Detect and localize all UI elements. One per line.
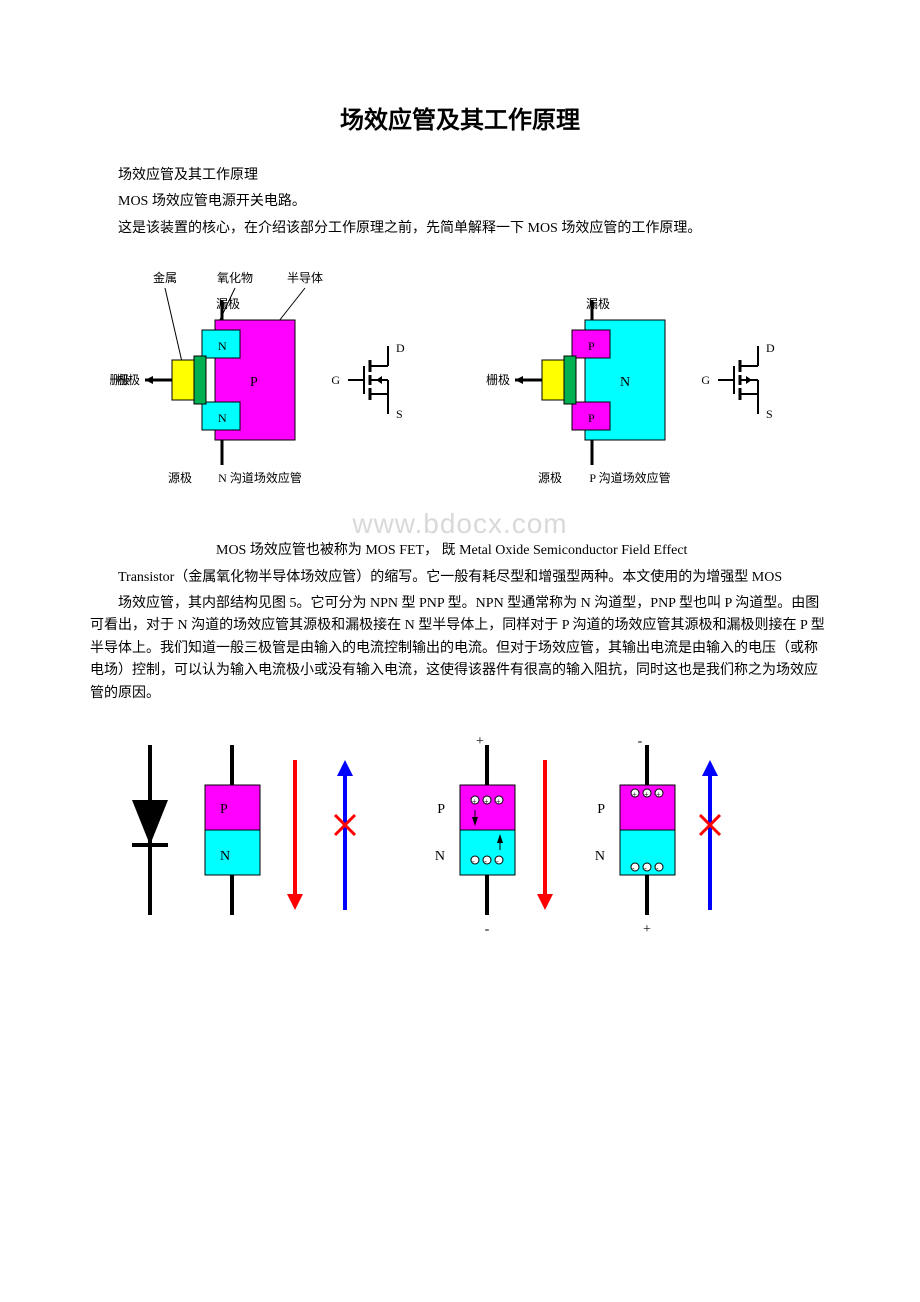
svg-text:P: P: [220, 802, 228, 817]
figure-pn-junctions: PN++++---PN--+++---PN+: [90, 725, 830, 945]
svg-text:-: -: [632, 864, 635, 873]
svg-text:N: N: [435, 849, 445, 864]
svg-text:S: S: [766, 407, 773, 421]
svg-text:-: -: [496, 857, 499, 866]
svg-text:+: +: [472, 797, 477, 806]
svg-text:漏极: 漏极: [216, 297, 240, 311]
diagram-p-channel: 漏极 P P N 栅极源极 P 沟道场效应管 D G S: [480, 260, 810, 520]
paragraph-4: MOS 场效应管也被称为 MOS FET， 既 Metal Oxide Semi…: [90, 540, 830, 562]
svg-text:N: N: [595, 849, 605, 864]
paragraph-2: MOS 场效应管电源开关电路。: [90, 191, 830, 213]
svg-text:N: N: [218, 411, 227, 425]
svg-text:+: +: [643, 922, 651, 937]
svg-text:+: +: [484, 797, 489, 806]
svg-text:源极: 源极: [168, 471, 192, 485]
svg-text:氧化物: 氧化物: [217, 271, 253, 285]
svg-text:源极: 源极: [538, 471, 562, 485]
svg-text:-: -: [644, 864, 647, 873]
svg-text:G: G: [701, 373, 710, 387]
svg-text:G: G: [331, 373, 340, 387]
svg-text:+: +: [496, 797, 501, 806]
svg-text:-: -: [638, 734, 643, 749]
diagram-pn-bias: PN++++---PN--+++---PN+: [120, 725, 800, 945]
svg-text:栅极: 栅极: [486, 372, 510, 387]
svg-text:金属: 金属: [153, 270, 177, 285]
svg-text:N: N: [220, 849, 230, 864]
svg-text:D: D: [396, 341, 405, 355]
svg-text:P: P: [588, 339, 595, 353]
paragraph-5: Transistor（金属氧化物半导体场效应管）的缩写。它一般有耗尽型和增强型两…: [90, 567, 830, 589]
svg-text:栅极: 栅极: [116, 372, 140, 387]
svg-text:漏极: 漏极: [586, 297, 610, 311]
paragraph-3: 这是该装置的核心，在介绍该部分工作原理之前，先简单解释一下 MOS 场效应管的工…: [90, 218, 830, 240]
svg-text:+: +: [476, 734, 484, 749]
svg-text:-: -: [485, 922, 490, 937]
svg-text:P: P: [588, 411, 595, 425]
svg-text:P: P: [437, 802, 445, 817]
svg-text:+: +: [656, 790, 661, 799]
svg-text:D: D: [766, 341, 775, 355]
svg-text:P: P: [597, 802, 605, 817]
paragraph-1: 场效应管及其工作原理: [90, 165, 830, 187]
svg-text:+: +: [644, 790, 649, 799]
figure-mosfet-structures: 金属 氧化物 半导体漏极 N N P 栅极 栅极源极 N 沟道场效应管 D G S 漏极 P P N 栅极源极…: [90, 260, 830, 520]
svg-text:S: S: [396, 407, 403, 421]
svg-text:N 沟道场效应管: N 沟道场效应管: [218, 470, 302, 485]
svg-text:-: -: [472, 857, 475, 866]
page-title: 场效应管及其工作原理: [90, 100, 830, 135]
svg-text:P 沟道场效应管: P 沟道场效应管: [589, 470, 670, 485]
svg-text:+: +: [632, 790, 637, 799]
paragraph-6: 场效应管，其内部结构见图 5。它可分为 NPN 型 PNP 型。NPN 型通常称…: [90, 593, 830, 705]
svg-text:半导体: 半导体: [287, 271, 323, 285]
diagram-n-channel: 金属氧化物半导体漏极NNP栅极栅极源极N 沟道场效应管DGS: [110, 260, 440, 520]
svg-text:N: N: [620, 375, 630, 390]
svg-text:N: N: [218, 339, 227, 353]
svg-text:-: -: [656, 864, 659, 873]
svg-text:P: P: [250, 375, 258, 390]
svg-text:-: -: [484, 857, 487, 866]
